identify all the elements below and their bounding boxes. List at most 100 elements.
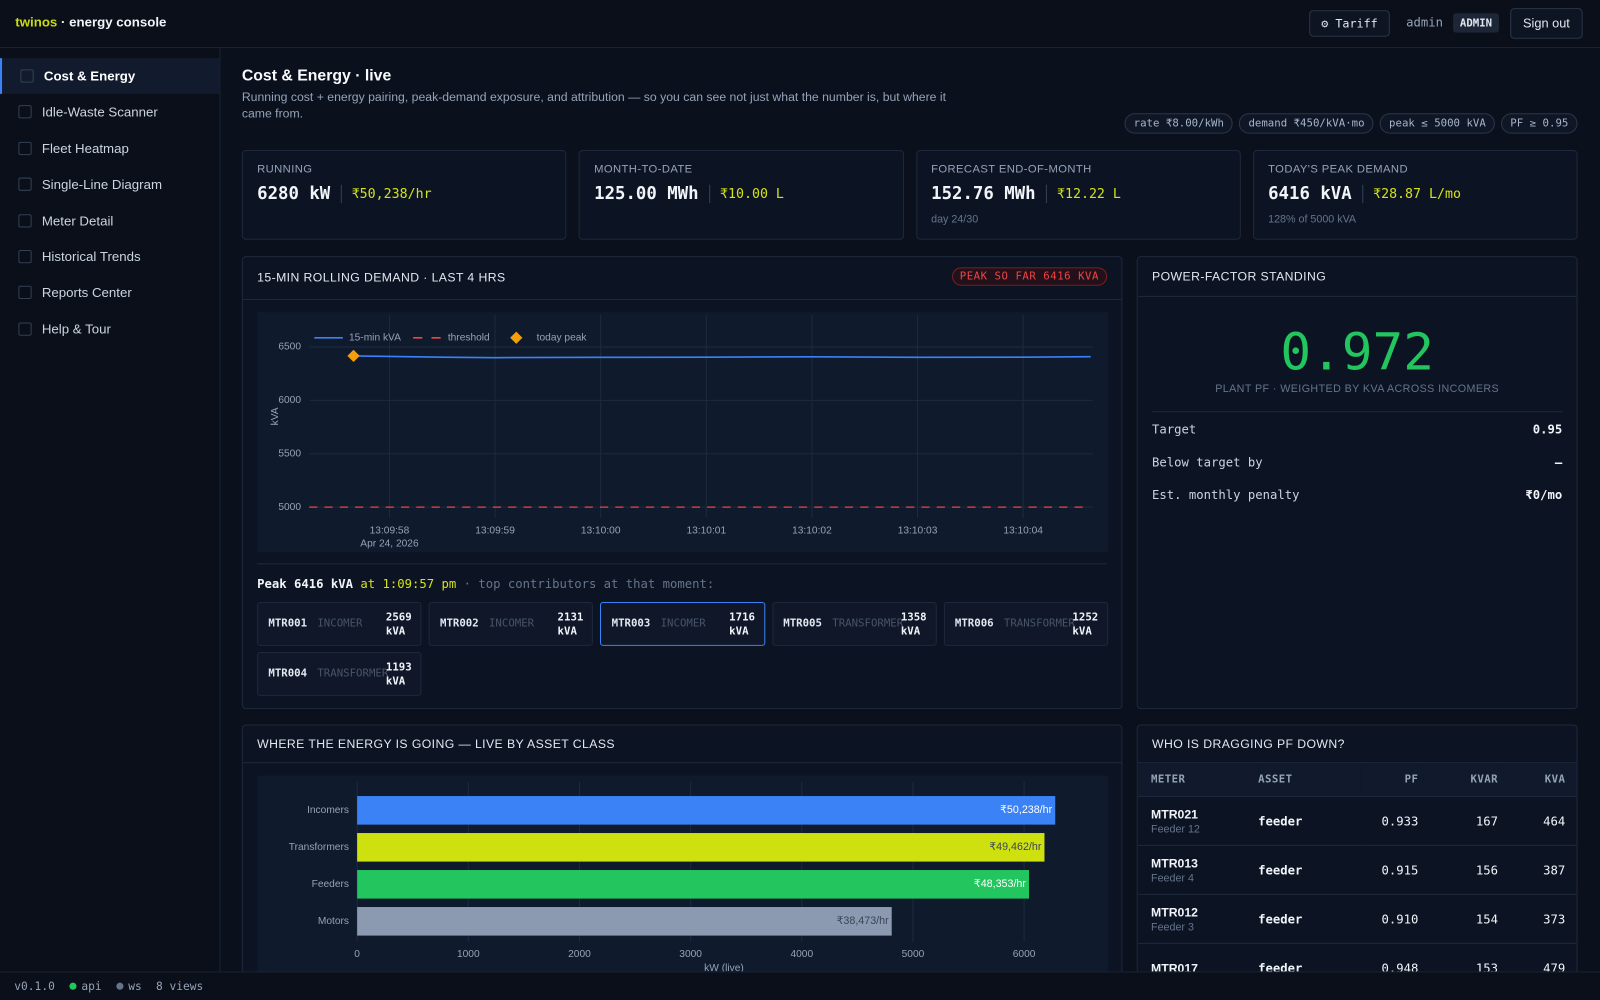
contributor-meter: MTR003 (611, 617, 651, 630)
pf-val: ₹0/mo (1525, 487, 1563, 503)
panel-title: WHO IS DRAGGING PF DOWN? (1152, 736, 1345, 752)
nav-item[interactable]: Help & Tour (0, 311, 219, 347)
demand-line (353, 355, 1091, 359)
tariff-button[interactable]: ⚙ Tariff (1309, 10, 1390, 37)
meter-sub: Feeder 3 (1151, 920, 1194, 934)
contributor[interactable]: MTR004 TRANSFORMER 1193 kVA (257, 652, 422, 696)
contributor[interactable]: MTR003 INCOMER 1716 kVA (600, 602, 765, 646)
peak-suffix: · top contributors at that moment: (463, 576, 715, 591)
table-row[interactable]: MTR013 Feeder 4 feeder 0.915 156 387 (1137, 844, 1577, 895)
asset-cell: feeder (1258, 893, 1361, 944)
status-label: api (81, 979, 102, 993)
peak-at: at (360, 576, 376, 591)
status-bar: v0.1.0 api ws 8 views (0, 971, 1600, 1000)
kpi-note: day 24/30 (931, 213, 979, 226)
contributor[interactable]: MTR001 INCOMER 2569 kVA (257, 602, 422, 646)
table-body: MTR021 Feeder 12 feeder 0.933 167 464 MTR013 Fe… (1137, 795, 1577, 992)
panel-header: WHO IS DRAGGING PF DOWN? (1137, 726, 1577, 764)
kpi-label: FORECAST END-OF-MONTH (931, 163, 1092, 176)
contributor-class: TRANSFORMER (832, 617, 904, 630)
nav-item[interactable]: Reports Center (0, 275, 219, 311)
contributor-kva: 1716 kVA (729, 610, 758, 639)
nav-checkbox (18, 286, 32, 300)
contributor[interactable]: MTR002 INCOMER 2131 kVA (428, 602, 594, 646)
version: v0.1.0 (14, 979, 55, 993)
chip: peak ≤ 5000 kVA (1379, 113, 1495, 134)
nav-item[interactable]: Historical Trends (0, 239, 219, 275)
asset-cell: feeder (1258, 795, 1361, 846)
x-tick-label: 5000 (902, 949, 925, 960)
meter-id: MTR017 (1151, 960, 1198, 975)
nav-item[interactable]: Idle-Waste Scanner (0, 94, 219, 130)
category-label: Transformers (289, 842, 349, 853)
nav-item[interactable]: Single-Line Diagram (0, 167, 219, 203)
legend-label: 15-min kVA (349, 332, 401, 343)
pf-table-panel: WHO IS DRAGGING PF DOWN? METER ASSET PF KVA… (1136, 724, 1578, 1000)
x-tick-label: 4000 (790, 949, 813, 960)
meter-cell: MTR012 Feeder 3 (1137, 893, 1259, 944)
kva-cell: 387 (1503, 844, 1577, 895)
column-header: KVA (1503, 763, 1577, 797)
nav-checkbox (18, 105, 32, 119)
bar-value-label: ₹38,473/hr (837, 915, 889, 927)
status-dot (69, 982, 77, 990)
kva-value: 1716 (729, 611, 755, 624)
kvar-cell: 154 (1423, 893, 1504, 944)
peak-value: 6416 kVA (294, 576, 353, 591)
nav-label: Meter Detail (41, 212, 114, 229)
pf-key: Below target by (1152, 455, 1263, 470)
y-tick-label: 5500 (278, 448, 301, 459)
kpi-card: TODAY'S PEAK DEMAND 6416 kVA ₹28.87 L/mo 12… (1252, 150, 1578, 240)
status-item: api (69, 980, 102, 993)
table-head: METER ASSET PF KVAR KVA (1137, 763, 1577, 797)
meter-id: MTR021 (1151, 806, 1198, 821)
kvar-cell: 156 (1423, 844, 1504, 895)
x-tick-label: 13:10:04 (1003, 525, 1043, 536)
panel-header: 15-MIN ROLLING DEMAND · LAST 4 HRS PEAK … (242, 257, 1122, 300)
table-row[interactable]: MTR021 Feeder 12 feeder 0.933 167 464 (1137, 795, 1577, 846)
page-subtitle: Running cost + energy pairing, peak-dema… (241, 89, 946, 121)
demand-chart: 5000 5500 6000 6500 13:09:58 Apr 24, 2026 13:0… (257, 312, 1109, 553)
x-date-label: Apr 24, 2026 (360, 539, 419, 550)
bar-value-label: ₹48,353/hr (974, 878, 1026, 890)
y-tick-label: 6500 (278, 342, 301, 353)
nav-item[interactable]: Meter Detail (0, 203, 219, 239)
kpi-row: 125.00 MWh ₹10.00 L (594, 184, 784, 204)
contributor-meter: MTR006 (954, 617, 994, 630)
sign-out-button[interactable]: Sign out (1510, 8, 1583, 39)
contributor-kva: 2569 kVA (386, 610, 415, 639)
legend-swatch (510, 331, 523, 344)
contributor[interactable]: MTR006 TRANSFORMER 1252 kVA (943, 602, 1109, 646)
contributor[interactable]: MTR005 TRANSFORMER 1358 kVA (772, 602, 937, 646)
x-tick-label: 13:09:58 (370, 525, 410, 536)
nav-label: Historical Trends (41, 248, 141, 265)
contributor-class: INCOMER (317, 617, 363, 630)
kpi-label: RUNNING (257, 163, 313, 176)
nav-label: Cost & Energy (43, 68, 136, 84)
nav-item[interactable]: Cost & Energy (0, 58, 220, 94)
status-dot (115, 982, 124, 990)
status-item: ws (115, 980, 142, 993)
nav-item[interactable]: Fleet Heatmap (0, 130, 219, 166)
kpi-row: 6280 kW ₹50,238/hr (257, 184, 431, 204)
kva-value: 1193 (385, 661, 412, 674)
pf-table: METER ASSET PF KVAR KVA MTR021 Feeder 12 feede… (1137, 763, 1577, 992)
contributor-meter: MTR002 (439, 617, 479, 630)
kpi-card: FORECAST END-OF-MONTH 152.76 MWh ₹12.22 L d… (915, 150, 1241, 240)
x-axis-label: kW (live) (704, 963, 744, 974)
tariff-chips: rate ₹8.00/kWh demand ₹450/kVA·mo peak ≤ 5… (1124, 113, 1578, 134)
brand-name: twinos (15, 14, 58, 30)
column-header: ASSET (1258, 763, 1361, 797)
nav-label: Single-Line Diagram (41, 176, 163, 193)
kpi-row: 6416 kVA ₹28.87 L/mo (1268, 184, 1461, 204)
kva-unit: kVA (729, 625, 749, 638)
bar (357, 796, 1056, 825)
table-row[interactable]: MTR012 Feeder 3 feeder 0.910 154 373 (1137, 893, 1577, 944)
meter-cell: MTR013 Feeder 4 (1137, 844, 1259, 895)
legend-label: today peak (537, 332, 588, 343)
column-header: PF (1360, 763, 1424, 797)
kpi-value: 6280 kW (257, 183, 331, 205)
kpi-cost: ₹10.00 L (720, 186, 784, 202)
x-tick-label: 13:09:59 (475, 525, 515, 536)
kva-value: 1358 (900, 611, 927, 624)
